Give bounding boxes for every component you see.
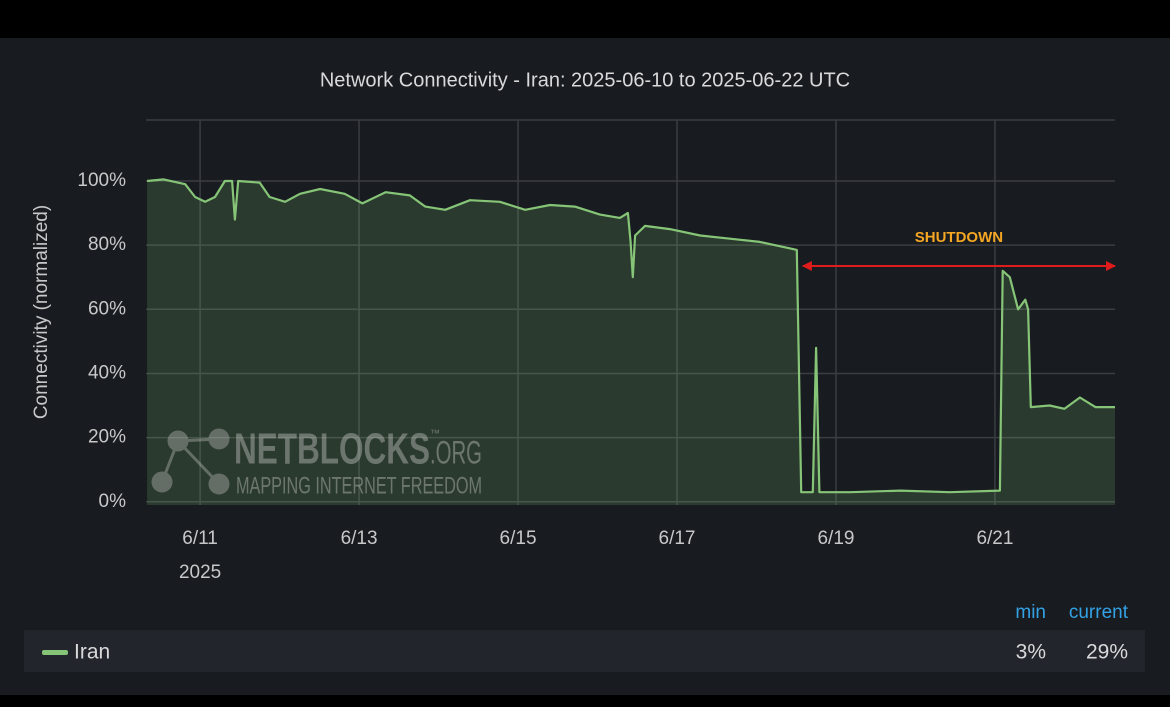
watermark-tagline: MAPPING INTERNET FREEDOM bbox=[236, 472, 482, 499]
watermark-mark: ™ bbox=[430, 429, 440, 440]
legend-stat-header: min bbox=[1015, 602, 1046, 623]
x-tick-label: 6/17 bbox=[659, 528, 696, 549]
area bbox=[147, 179, 1116, 505]
legend-stat-header: current bbox=[1069, 602, 1129, 623]
x-tick-label: 6/15 bbox=[500, 528, 537, 549]
grid bbox=[146, 119, 1115, 505]
legend-swatch bbox=[42, 650, 68, 655]
annotation-text: SHUTDOWN bbox=[915, 229, 1003, 246]
x-tick-label: 6/19 bbox=[817, 528, 854, 549]
y-axis-label: Connectivity (normalized) bbox=[31, 205, 52, 419]
watermark: NETBLOCKS ™ .ORG MAPPING INTERNET FREEDO… bbox=[151, 425, 482, 499]
x-year-label: 2025 bbox=[179, 562, 221, 583]
y-tick-label: 0% bbox=[99, 491, 127, 512]
watermark-suffix: .ORG bbox=[430, 434, 482, 470]
legend-row bbox=[24, 630, 1145, 672]
line bbox=[146, 178, 1115, 494]
chart-title: Network Connectivity - Iran: 2025-06-10 … bbox=[320, 69, 850, 91]
watermark-name: NETBLOCKS bbox=[234, 425, 430, 474]
x-tick-label: 6/13 bbox=[341, 528, 378, 549]
y-tick-label: 100% bbox=[77, 170, 126, 191]
y-tick-label: 20% bbox=[88, 427, 126, 448]
legend-stat-value: 29% bbox=[1086, 641, 1128, 664]
y-tick-label: 40% bbox=[88, 362, 126, 383]
y-tick-label: 60% bbox=[88, 298, 126, 319]
x-tick-label: 6/21 bbox=[976, 528, 1013, 549]
panel bbox=[0, 38, 1170, 695]
y-tick-label: 80% bbox=[88, 234, 126, 255]
legend-stat-value: 3% bbox=[1016, 641, 1046, 664]
x-tick-label: 6/11 bbox=[182, 528, 218, 549]
legend-label: Iran bbox=[74, 641, 110, 664]
